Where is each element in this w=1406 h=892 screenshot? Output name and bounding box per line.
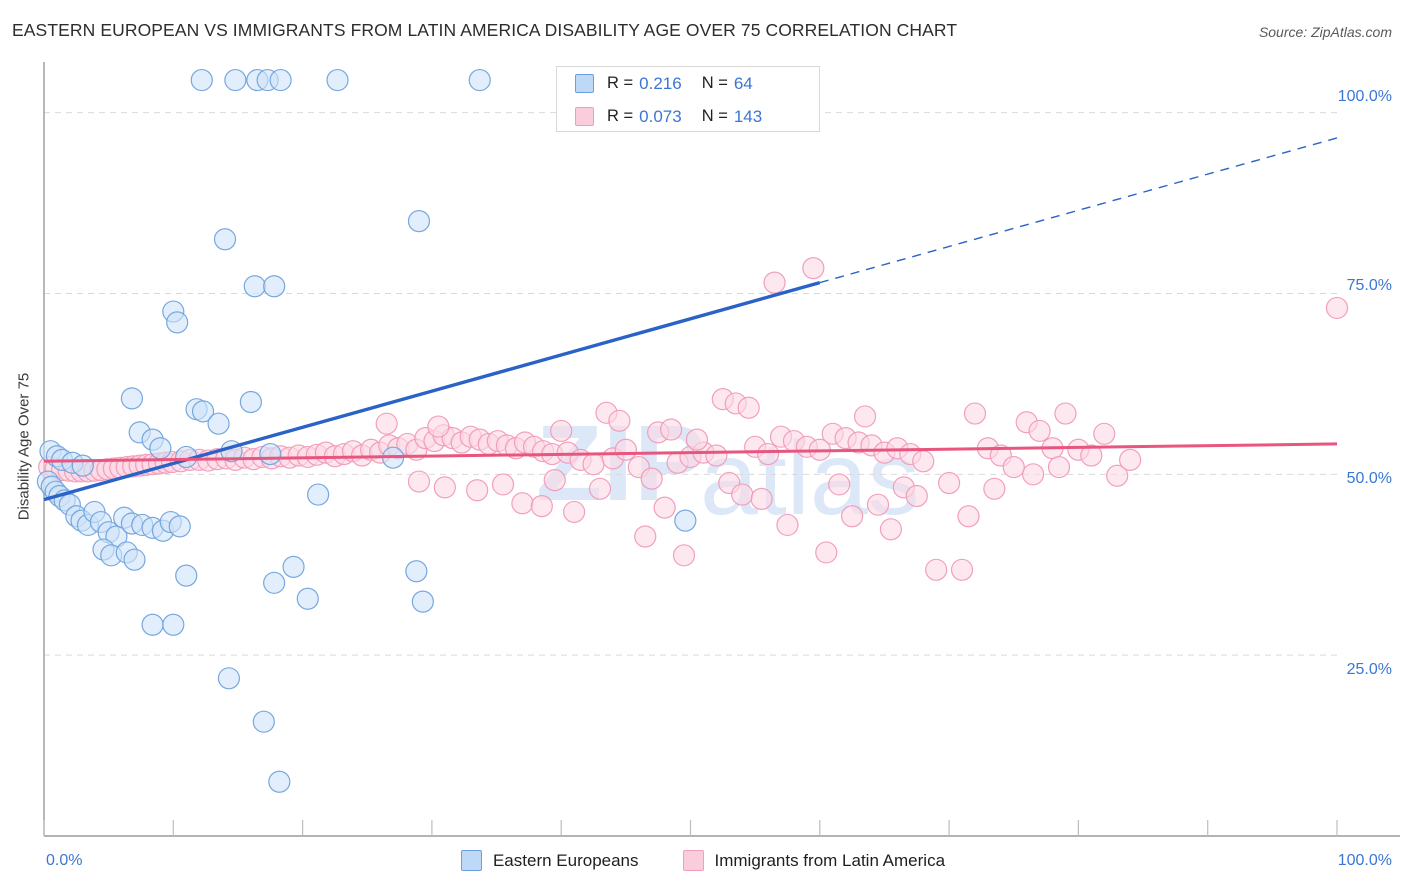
series-legend: Eastern Europeans Immigrants from Latin … bbox=[0, 850, 1406, 871]
legend-r-value-blue: 0.216 bbox=[639, 73, 682, 93]
legend-n-value-blue: 64 bbox=[733, 73, 753, 93]
y-tick-25: 25.0% bbox=[1346, 661, 1392, 678]
stats-legend-row-pink: R = 0.073 N = 143 bbox=[557, 100, 819, 133]
series-legend-item-latin-america[interactable]: Immigrants from Latin America bbox=[682, 850, 946, 871]
x-tick-0: 0.0% bbox=[46, 852, 83, 869]
y-tick-50: 50.0% bbox=[1346, 470, 1392, 487]
legend-swatch-eastern-europeans bbox=[575, 74, 594, 93]
stats-legend-row-blue: R = 0.216 N = 64 bbox=[557, 67, 819, 100]
series-label-latin-america: Immigrants from Latin America bbox=[714, 850, 946, 870]
legend-r-label-blue: R = bbox=[607, 74, 634, 92]
legend-n-value-pink: 143 bbox=[733, 106, 763, 126]
series-swatch-latin-america bbox=[682, 850, 704, 871]
legend-r-label-pink: R = bbox=[607, 107, 634, 125]
series-legend-item-eastern-europeans[interactable]: Eastern Europeans bbox=[460, 850, 639, 871]
x-tick-100: 100.0% bbox=[1337, 852, 1392, 869]
legend-n-label-pink: N = bbox=[701, 107, 728, 125]
series-label-eastern-europeans: Eastern Europeans bbox=[492, 850, 639, 870]
legend-n-label-blue: N = bbox=[701, 74, 728, 92]
y-tick-100: 100.0% bbox=[1337, 88, 1392, 105]
source-label: Source: ZipAtlas.com bbox=[1258, 24, 1392, 40]
stats-legend: R = 0.216 N = 64 R = 0.073 N = 143 bbox=[556, 66, 820, 132]
legend-r-value-pink: 0.073 bbox=[639, 106, 682, 126]
page-title: EASTERN EUROPEAN VS IMMIGRANTS FROM LATI… bbox=[12, 20, 958, 40]
series-swatch-eastern-europeans bbox=[460, 850, 482, 871]
legend-swatch-latin-america bbox=[575, 107, 594, 126]
y-tick-75: 75.0% bbox=[1346, 277, 1392, 294]
